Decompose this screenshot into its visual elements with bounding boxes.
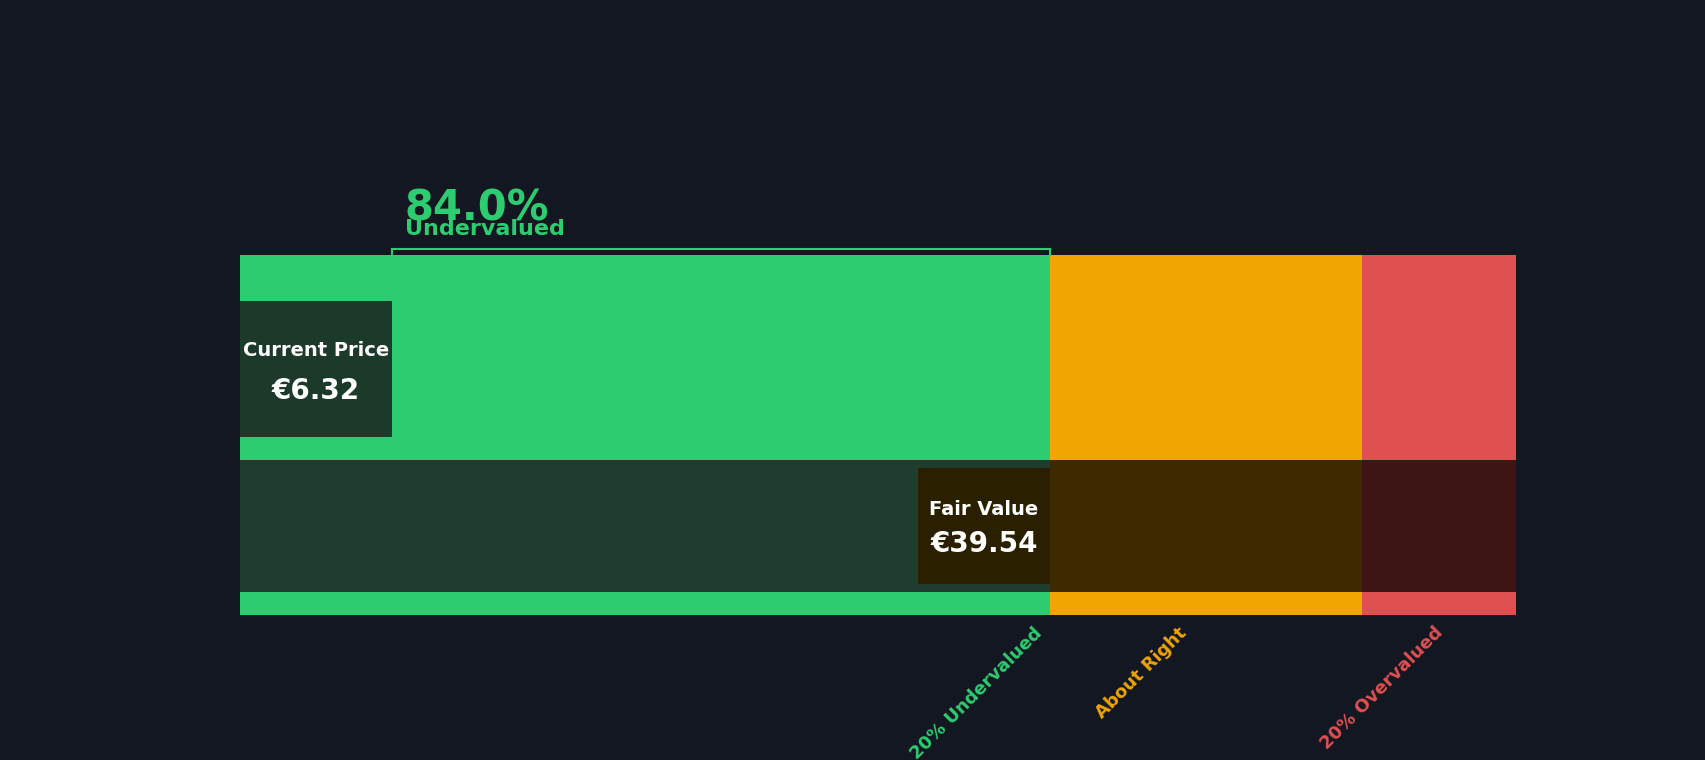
Bar [239,301,392,437]
Text: 84.0%: 84.0% [404,187,549,230]
Bar [1362,278,1514,460]
Text: About Right: About Right [1091,624,1190,722]
Text: 20% Undervalued: 20% Undervalued [907,624,1045,760]
Text: Fair Value: Fair Value [929,500,1038,519]
Text: €6.32: €6.32 [271,377,360,405]
Bar [239,591,1049,615]
Bar [239,460,1049,591]
Bar [1049,460,1362,591]
Bar [239,278,1049,460]
Bar [1362,460,1514,591]
Bar [1049,278,1362,460]
Bar [1049,591,1362,615]
Bar [239,255,1049,278]
Bar [917,467,1049,584]
Text: €39.54: €39.54 [929,530,1037,559]
Text: Undervalued: Undervalued [404,219,564,239]
Bar [1362,591,1514,615]
Bar [1362,255,1514,278]
Bar [1049,255,1362,278]
Text: Current Price: Current Price [242,340,389,359]
Text: 20% Overvalued: 20% Overvalued [1316,624,1446,753]
